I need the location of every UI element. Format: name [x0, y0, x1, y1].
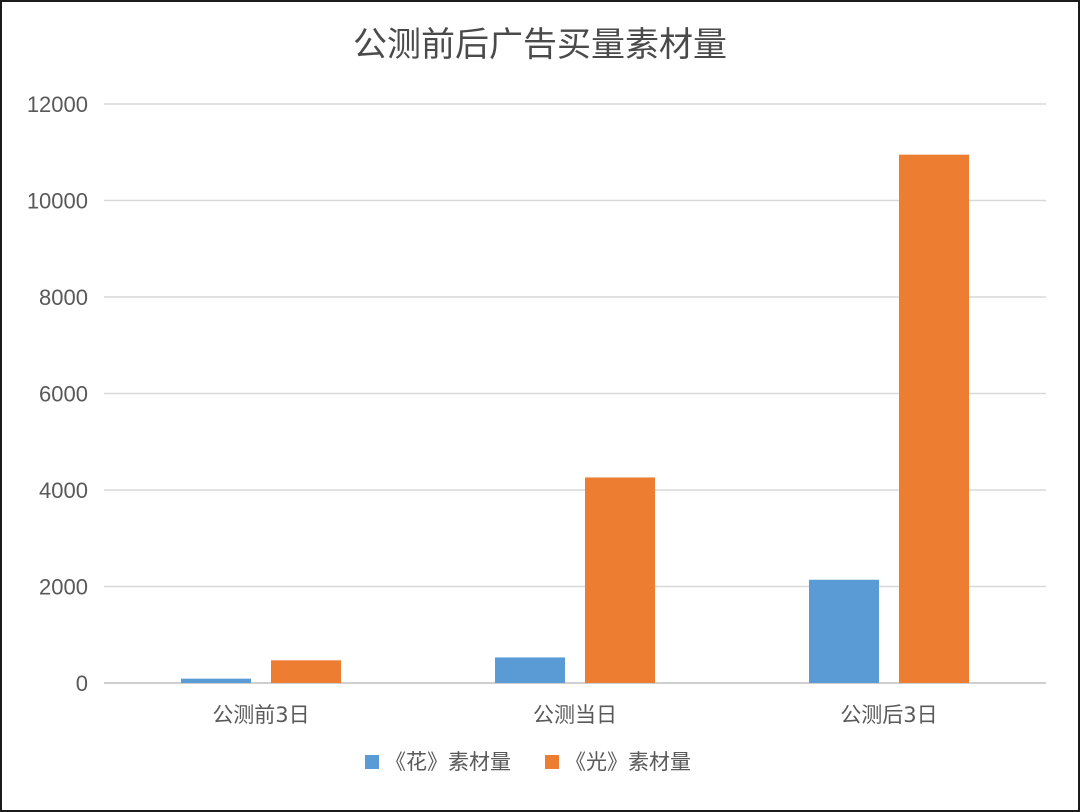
x-category-label: 公测前3日 [212, 703, 309, 727]
legend-label-0: 《花》素材量 [385, 750, 511, 774]
x-category-label: 公测后3日 [840, 703, 937, 727]
bars [181, 154, 969, 684]
bar-hua-2 [809, 579, 879, 683]
bar-hua-1 [495, 657, 565, 683]
gridlines [104, 103, 1046, 684]
y-axis-ticks: 0 2000 4000 6000 8000 10000 12000 [27, 92, 88, 696]
bar-guang-1 [585, 477, 655, 683]
legend: 《花》素材量 《光》素材量 [365, 750, 691, 774]
y-tick-label: 12000 [27, 92, 88, 117]
chart-title: 公测前后广告买量素材量 [353, 25, 727, 65]
y-tick-label: 6000 [39, 382, 88, 407]
bar-guang-2 [899, 154, 969, 684]
legend-swatch-0 [365, 755, 379, 769]
bar-hua-0 [181, 678, 251, 683]
x-axis-labels: 公测前3日 公测当日 公测后3日 [212, 703, 937, 727]
y-tick-label: 4000 [39, 478, 88, 503]
legend-swatch-1 [545, 755, 559, 769]
y-tick-label: 10000 [27, 189, 88, 214]
x-category-label: 公测当日 [533, 703, 617, 727]
bar-guang-0 [271, 660, 341, 683]
legend-label-1: 《光》素材量 [565, 750, 691, 774]
y-tick-label: 0 [76, 671, 88, 696]
y-tick-label: 2000 [39, 575, 88, 600]
y-tick-label: 8000 [39, 285, 88, 310]
